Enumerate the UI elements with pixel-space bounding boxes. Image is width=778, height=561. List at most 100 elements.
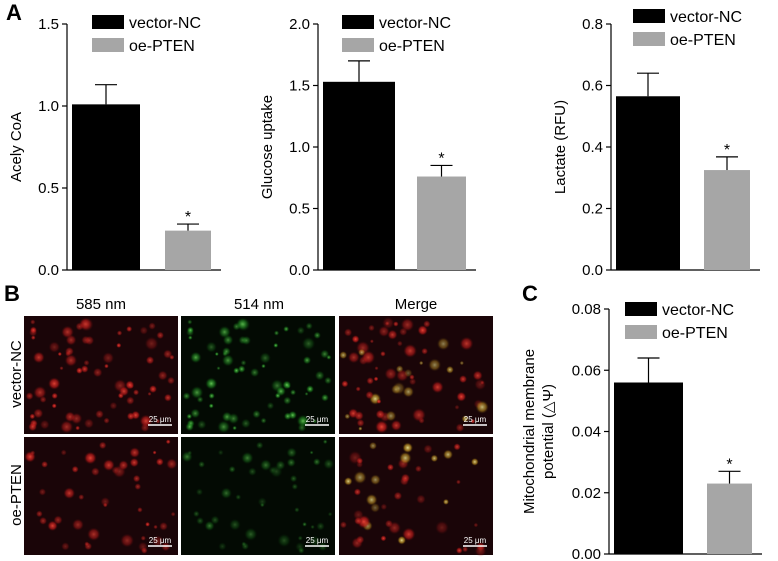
cell-spot [75, 367, 83, 374]
cell-spot [302, 355, 312, 365]
cell-spot [289, 389, 297, 396]
acetyl-coa-y-tick-label: 1.0 [38, 98, 59, 115]
cell-spot [111, 466, 120, 475]
scale-bar-label: 25 μm [464, 536, 487, 545]
cell-spot [33, 408, 44, 419]
cell-spot [323, 458, 335, 470]
panel-label-a: A [6, 0, 22, 25]
cell-spot [48, 377, 61, 390]
cell-spot [453, 443, 461, 451]
cell-spot [147, 391, 152, 396]
cell-spot [235, 494, 242, 501]
cell-spot [417, 325, 428, 336]
cell-spot [232, 425, 238, 431]
cell-spot [390, 419, 402, 431]
cell-spot [144, 336, 159, 351]
glucose-uptake-bar-vector-nc [323, 81, 395, 270]
cell-spot [266, 401, 275, 410]
cell-spot [159, 521, 168, 531]
cell-spot [393, 321, 399, 327]
cell-spot [30, 335, 36, 341]
cell-spot [70, 412, 83, 425]
cell-spot [257, 496, 267, 507]
cell-spot [283, 412, 292, 421]
cell-spot [205, 341, 218, 353]
cell-spot [240, 359, 247, 366]
cell-spot [169, 354, 175, 360]
cell-spot [51, 392, 58, 400]
cell-spot [32, 351, 45, 364]
cell-spot [456, 391, 467, 402]
lactate-significance-star: * [724, 142, 730, 159]
cell-spot [228, 465, 236, 473]
cell-spot [462, 546, 469, 553]
cell-spot [155, 457, 164, 466]
cell-spot [445, 365, 454, 374]
cell-spot [126, 412, 135, 421]
acetyl-coa-legend-label-oe-pten: oe-PTEN [129, 38, 195, 55]
mitochondrial-potential-chart: 0.00 0.02 0.04 0.06 0.08 * Mitochondrial membr… [521, 301, 762, 561]
cell-spot [322, 439, 328, 445]
cell-spot [60, 449, 67, 456]
cell-spot [182, 392, 191, 401]
cell-spot [324, 376, 332, 385]
cell-spot [153, 524, 158, 530]
cell-spot [118, 386, 129, 397]
cell-spot [313, 331, 322, 340]
cell-spot [353, 488, 362, 496]
cell-spot [380, 350, 386, 357]
cell-spot [116, 342, 122, 348]
cell-spot [402, 527, 416, 541]
lactate-y-axis-title: Lactate (RFU) [552, 100, 569, 194]
cell-spot [289, 474, 298, 483]
cell-spot [129, 447, 141, 458]
cell-spot [283, 396, 292, 405]
glucose-uptake-legend-label-vector-nc: vector-NC [379, 15, 451, 32]
cell-spot [470, 418, 476, 424]
cell-spot [187, 335, 193, 341]
cell-spot [368, 441, 378, 450]
cell-spot [196, 516, 205, 525]
cell-spot [301, 336, 316, 351]
lactate-bar-vector-nc [616, 96, 680, 270]
lactate-legend-swatch-oe-pten [633, 32, 665, 46]
cell-spot [396, 340, 403, 347]
glucose-uptake-y-tick-label: 0.0 [289, 262, 310, 279]
cell-spot [92, 367, 103, 378]
micrograph-grid: 25 μm 25 μm 25 μm 25 μm 25 μm 25 μm [24, 316, 493, 557]
lactate-legend-label-oe-pten: oe-PTEN [670, 32, 736, 49]
cell-spot [347, 351, 360, 364]
scale-bar-label: 25 μm [306, 536, 329, 545]
cell-spot [218, 542, 227, 551]
glucose-uptake-legend-swatch-oe-pten [342, 38, 374, 52]
cell-spot [38, 488, 47, 496]
cell-spot [61, 542, 70, 551]
cell-spot [83, 359, 90, 366]
cell-spot [98, 441, 107, 450]
cell-spot [241, 541, 247, 547]
mito-potential-legend-label-oe-pten: oe-PTEN [662, 325, 728, 342]
cell-spot [339, 351, 348, 360]
cell-spot [148, 322, 156, 330]
cell-spot [210, 515, 220, 525]
cell-spot [369, 474, 381, 486]
cell-spot [414, 465, 422, 473]
cell-spot [475, 400, 489, 414]
cell-spot [48, 341, 61, 353]
mito-potential-y-tick-label: 0.06 [572, 362, 601, 379]
cell-spot [459, 360, 465, 366]
cell-spot [286, 447, 298, 458]
micrograph-vector-nc-merge: 25 μm [339, 316, 493, 434]
cell-spot [152, 450, 157, 455]
cell-spot [61, 325, 74, 339]
cell-spot [384, 519, 393, 528]
cell-spot [402, 386, 415, 398]
micrograph-background [24, 437, 178, 555]
cell-spot [90, 467, 100, 477]
scale-bar-label: 25 μm [464, 415, 487, 424]
cell-spot [275, 460, 286, 471]
cell-spot [259, 352, 272, 364]
cell-spot [403, 368, 413, 378]
micrograph-oe-pten-514nm: 25 μm [181, 437, 335, 555]
